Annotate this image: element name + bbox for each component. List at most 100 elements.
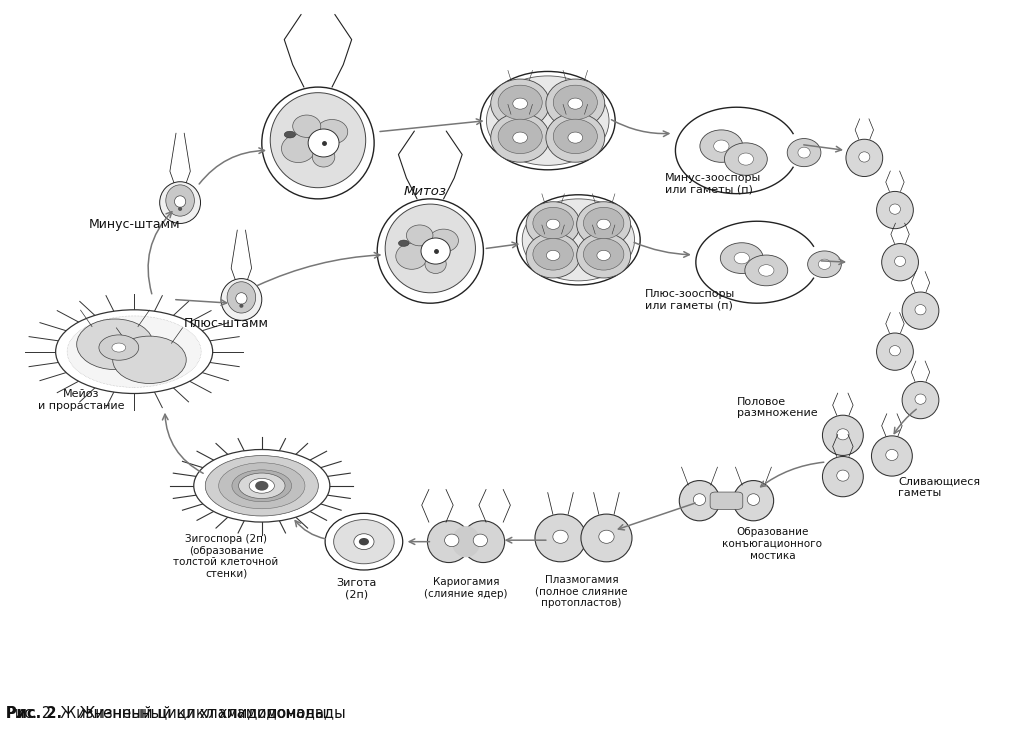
Ellipse shape <box>895 256 905 266</box>
Ellipse shape <box>547 251 560 260</box>
Ellipse shape <box>808 251 842 278</box>
Ellipse shape <box>398 240 409 246</box>
Ellipse shape <box>77 319 154 370</box>
Ellipse shape <box>473 534 487 547</box>
Ellipse shape <box>532 207 573 239</box>
Ellipse shape <box>498 85 543 120</box>
Ellipse shape <box>890 346 900 356</box>
Ellipse shape <box>915 304 926 315</box>
Ellipse shape <box>293 115 321 138</box>
Ellipse shape <box>701 225 812 299</box>
Ellipse shape <box>738 153 754 165</box>
Polygon shape <box>696 221 813 303</box>
Ellipse shape <box>462 521 505 562</box>
Ellipse shape <box>581 514 632 562</box>
Ellipse shape <box>452 526 480 557</box>
Ellipse shape <box>871 436 912 476</box>
Ellipse shape <box>720 243 763 274</box>
Ellipse shape <box>744 255 787 286</box>
Ellipse shape <box>308 129 339 157</box>
Ellipse shape <box>535 514 586 562</box>
Ellipse shape <box>178 206 182 211</box>
Ellipse shape <box>396 243 428 269</box>
Ellipse shape <box>859 152 869 162</box>
Ellipse shape <box>584 207 624 239</box>
Ellipse shape <box>734 252 750 264</box>
Text: Зигота
(2п): Зигота (2п) <box>337 577 377 599</box>
Ellipse shape <box>206 456 318 516</box>
Ellipse shape <box>700 130 742 162</box>
Text: Рис. 2. Жизненный цикл хламидомонады: Рис. 2. Жизненный цикл хламидомонады <box>6 705 327 720</box>
Ellipse shape <box>837 470 849 481</box>
Circle shape <box>334 520 394 564</box>
Ellipse shape <box>113 336 186 384</box>
Ellipse shape <box>877 333 913 370</box>
Ellipse shape <box>597 251 610 260</box>
Ellipse shape <box>733 480 774 521</box>
Circle shape <box>255 481 268 491</box>
Ellipse shape <box>822 456 863 497</box>
Ellipse shape <box>112 343 126 352</box>
Ellipse shape <box>597 219 610 230</box>
Ellipse shape <box>421 238 451 264</box>
Ellipse shape <box>221 278 262 320</box>
Ellipse shape <box>407 225 433 246</box>
Polygon shape <box>676 107 794 194</box>
Text: Зигоспора (2п)
(образование
толстой клеточной
стенки): Зигоспора (2п) (образование толстой клет… <box>173 534 279 579</box>
Ellipse shape <box>516 194 640 285</box>
Text: Плюс-зооспоры
или гаметы (п): Плюс-зооспоры или гаметы (п) <box>645 289 735 310</box>
Ellipse shape <box>427 521 470 562</box>
Ellipse shape <box>568 98 583 109</box>
Ellipse shape <box>915 394 926 404</box>
Circle shape <box>358 538 369 545</box>
Ellipse shape <box>526 202 580 247</box>
Ellipse shape <box>174 196 185 207</box>
Ellipse shape <box>249 479 274 493</box>
Ellipse shape <box>231 470 292 502</box>
Ellipse shape <box>444 534 459 547</box>
Ellipse shape <box>486 76 609 165</box>
Circle shape <box>325 513 402 570</box>
Text: Плазмогамия
(полное слияние
протопластов): Плазмогамия (полное слияние протопластов… <box>536 575 628 608</box>
Ellipse shape <box>262 87 374 199</box>
Text: Минус-штамм: Минус-штамм <box>88 218 180 231</box>
Text: Жизненный цикл хламидомонады: Жизненный цикл хламидомонады <box>75 705 345 720</box>
Ellipse shape <box>354 534 374 550</box>
Ellipse shape <box>877 191 913 229</box>
Ellipse shape <box>724 143 767 175</box>
Ellipse shape <box>577 233 631 278</box>
Text: Кариогамия
(слияние ядер): Кариогамия (слияние ядер) <box>424 577 508 598</box>
Ellipse shape <box>160 182 201 224</box>
Ellipse shape <box>513 98 527 109</box>
Ellipse shape <box>240 304 244 308</box>
Ellipse shape <box>577 202 631 247</box>
Ellipse shape <box>55 310 213 393</box>
Ellipse shape <box>546 79 605 128</box>
Ellipse shape <box>890 204 900 214</box>
Ellipse shape <box>490 113 550 162</box>
Ellipse shape <box>513 132 527 143</box>
Ellipse shape <box>787 138 821 167</box>
Ellipse shape <box>522 199 635 280</box>
Text: Сливающиеся
гаметы: Сливающиеся гаметы <box>898 476 980 498</box>
Ellipse shape <box>553 119 597 153</box>
Ellipse shape <box>679 480 720 521</box>
Ellipse shape <box>377 199 483 303</box>
Ellipse shape <box>429 229 459 252</box>
Ellipse shape <box>219 463 305 509</box>
Ellipse shape <box>312 147 335 167</box>
Ellipse shape <box>818 259 830 269</box>
Ellipse shape <box>902 381 939 419</box>
Ellipse shape <box>568 132 583 143</box>
Ellipse shape <box>480 72 615 170</box>
Ellipse shape <box>584 239 624 270</box>
Ellipse shape <box>532 239 573 270</box>
Ellipse shape <box>282 135 315 162</box>
FancyBboxPatch shape <box>710 492 742 509</box>
Ellipse shape <box>68 316 201 387</box>
Ellipse shape <box>759 265 774 276</box>
Ellipse shape <box>498 119 543 153</box>
Ellipse shape <box>547 219 560 230</box>
Ellipse shape <box>239 473 285 498</box>
Ellipse shape <box>385 204 475 292</box>
